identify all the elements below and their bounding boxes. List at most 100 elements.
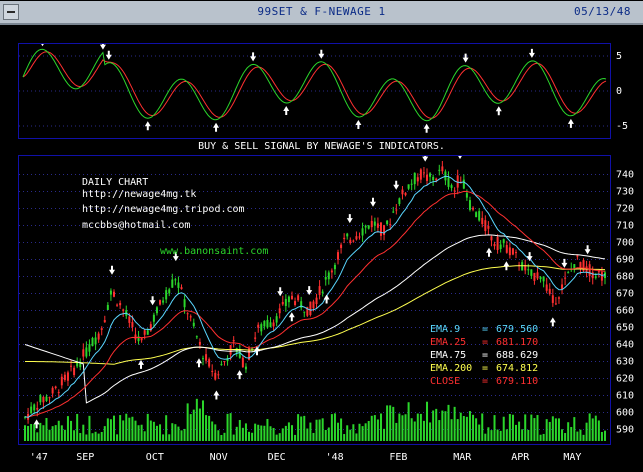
volume-bar	[484, 433, 487, 441]
window-menu-icon[interactable]	[3, 4, 19, 20]
volume-bar	[223, 432, 226, 441]
candle-body	[573, 264, 576, 269]
volume-bar	[238, 420, 241, 441]
candle-body	[116, 304, 119, 306]
volume-bar	[208, 415, 211, 441]
ema-equals: =	[482, 324, 489, 335]
candle-body	[502, 239, 505, 244]
candle-body	[404, 192, 407, 196]
volume-bar	[383, 428, 386, 441]
volume-bar	[73, 430, 76, 441]
candle-body	[183, 299, 186, 308]
candle-body	[410, 183, 413, 185]
candle-body	[257, 324, 260, 328]
candle-body	[337, 252, 340, 260]
volume-bar	[398, 413, 401, 441]
y-tick-label: 720	[616, 204, 634, 215]
volume-bar	[36, 432, 39, 441]
volume-bar	[51, 426, 54, 441]
candle-body	[533, 272, 536, 281]
candle-body	[318, 286, 321, 295]
candle-body	[241, 357, 244, 368]
volume-bar	[97, 433, 100, 441]
osc-y-tick-label: 5	[616, 51, 622, 62]
osc-y-tick-label: -5	[616, 121, 628, 132]
buy-arrow-icon	[549, 317, 556, 327]
url-link-1[interactable]: http://newage4mg.tk	[82, 189, 197, 200]
candle-body	[146, 330, 149, 335]
volume-bar	[530, 414, 533, 441]
osc-main-line	[22, 48, 607, 122]
candle-body	[198, 341, 201, 345]
volume-bar	[195, 398, 198, 441]
candle-body	[496, 236, 499, 251]
volume-bar	[352, 424, 355, 441]
volume-bar	[594, 415, 597, 441]
candle-body	[70, 365, 73, 367]
y-tick-label: 670	[616, 289, 634, 300]
candle-body	[159, 300, 162, 305]
oscillator-plot	[19, 37, 610, 133]
site-link[interactable]: www.banonsaint.com	[160, 246, 269, 257]
volume-bar	[33, 424, 36, 441]
candle-body	[324, 277, 327, 280]
candle-body	[168, 289, 171, 294]
sell-arrow-icon	[462, 53, 469, 63]
candle-body	[346, 233, 349, 237]
candle-body	[88, 344, 91, 352]
volume-bar	[570, 426, 573, 441]
candle-body	[527, 269, 530, 271]
volume-bar	[82, 424, 85, 441]
title-bar[interactable]: 99SET & F-NEWAGE 1 05/13/48	[0, 1, 643, 25]
candle-body	[373, 221, 376, 226]
candle-body	[33, 404, 36, 411]
buy-arrow-icon	[33, 419, 40, 429]
candle-body	[588, 264, 591, 276]
sell-arrow-icon	[39, 37, 46, 47]
volume-bar	[309, 422, 312, 441]
candle-body	[232, 339, 235, 342]
candle-body	[119, 303, 122, 306]
volume-bar	[426, 401, 429, 441]
candle-body	[54, 386, 57, 389]
volume-bar	[465, 416, 468, 441]
candle-body	[561, 284, 564, 290]
candle-body	[416, 177, 419, 182]
candle-body	[367, 225, 370, 229]
y-tick-label: 660	[616, 306, 634, 317]
volume-bar	[306, 428, 309, 441]
candle-body	[453, 190, 456, 192]
volume-bar	[57, 420, 60, 441]
email-link[interactable]: mccbbs@hotmail.com	[82, 220, 191, 231]
sell-arrow-icon	[393, 180, 400, 190]
candle-body	[597, 271, 600, 273]
candle-body	[300, 301, 303, 308]
candle-body	[481, 217, 484, 225]
candle-body	[594, 276, 597, 278]
candle-body	[413, 172, 416, 185]
candle-body	[422, 172, 425, 174]
y-tick-label: 690	[616, 255, 634, 266]
volume-bar	[321, 418, 324, 441]
volume-bar	[137, 425, 140, 441]
candle-body	[266, 319, 269, 328]
volume-bar	[226, 413, 229, 441]
volume-bar	[508, 414, 511, 441]
buy-arrow-icon	[495, 106, 502, 116]
candle-body	[244, 366, 247, 370]
volume-bar	[557, 418, 560, 441]
volume-bar	[297, 414, 300, 441]
buy-arrow-icon	[486, 247, 492, 257]
ema-row-9: EMA.9 = 679.560	[430, 324, 538, 337]
candle-body	[447, 177, 450, 187]
candle-body	[333, 264, 336, 270]
candle-body	[143, 330, 146, 335]
volume-bar	[407, 402, 410, 441]
volume-bar	[278, 433, 281, 441]
candle-body	[327, 272, 330, 280]
url-link-2[interactable]: http://newage4mg.tripod.com	[82, 204, 245, 215]
volume-bar	[205, 415, 208, 441]
candle-body	[76, 362, 79, 367]
oscillator-y-axis: 5 0 -5	[616, 51, 628, 132]
volume-bar	[318, 419, 321, 441]
